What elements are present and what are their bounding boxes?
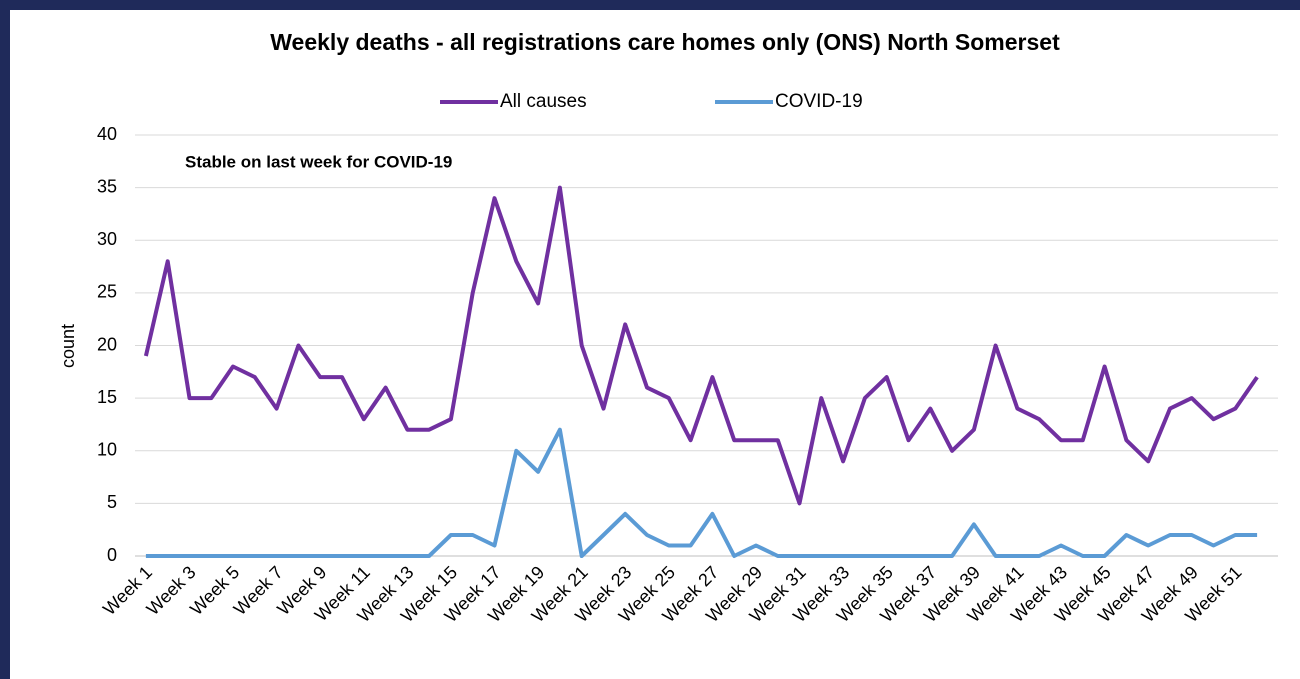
y-tick-label: 10 bbox=[97, 440, 117, 460]
y-tick-label: 15 bbox=[97, 387, 117, 407]
legend-label: COVID-19 bbox=[775, 91, 863, 112]
y-tick-label: 20 bbox=[97, 334, 117, 354]
annotation: Stable on last week for COVID-19 bbox=[185, 152, 452, 171]
series-line bbox=[143, 185, 1259, 506]
series-line bbox=[145, 427, 1258, 558]
y-tick-label: 25 bbox=[97, 282, 117, 302]
y-tick-label: 5 bbox=[107, 492, 117, 512]
y-axis-label: count bbox=[58, 324, 78, 368]
y-tick-label: 0 bbox=[107, 545, 117, 565]
y-tick-label: 40 bbox=[97, 124, 117, 144]
y-tick-label: 35 bbox=[97, 176, 117, 196]
y-tick-label: 30 bbox=[97, 229, 117, 249]
chart-title: Weekly deaths - all registrations care h… bbox=[270, 29, 1060, 55]
legend-label: All causes bbox=[500, 91, 587, 112]
